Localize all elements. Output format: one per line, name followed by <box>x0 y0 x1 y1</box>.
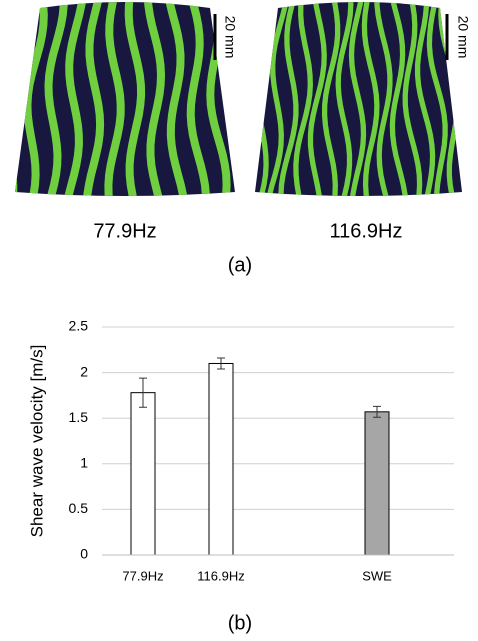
scale-bar-label: 20 mm <box>455 16 471 59</box>
y-tick-label: 1 <box>80 455 88 471</box>
figure: 20 mm 20 mm 77.9Hz 116.9Hz (a) (b) Shear… <box>0 0 478 641</box>
image-label: 77.9Hz <box>93 220 156 242</box>
bar <box>131 393 155 555</box>
wave-image <box>243 0 475 205</box>
y-tick-label: 2.5 <box>69 318 89 334</box>
caption: (a) <box>228 254 252 276</box>
x-tick-label: SWE <box>362 568 392 583</box>
y-tick-label: 0.5 <box>69 500 89 516</box>
y-tick-label: 1.5 <box>69 409 89 425</box>
bar <box>209 363 233 555</box>
scale-bar-label: 20 mm <box>222 16 238 59</box>
y-tick-label: 2 <box>80 363 88 379</box>
image-label: 116.9Hz <box>329 220 402 242</box>
bar <box>365 412 389 555</box>
y-axis-label: Shear wave velocity [m/s] <box>27 345 46 538</box>
x-tick-label: 116.9Hz <box>197 568 244 583</box>
y-tick-label: 0 <box>80 546 88 562</box>
x-tick-label: 77.9Hz <box>122 568 163 583</box>
caption: (b) <box>228 612 252 634</box>
wave-image <box>6 0 247 205</box>
